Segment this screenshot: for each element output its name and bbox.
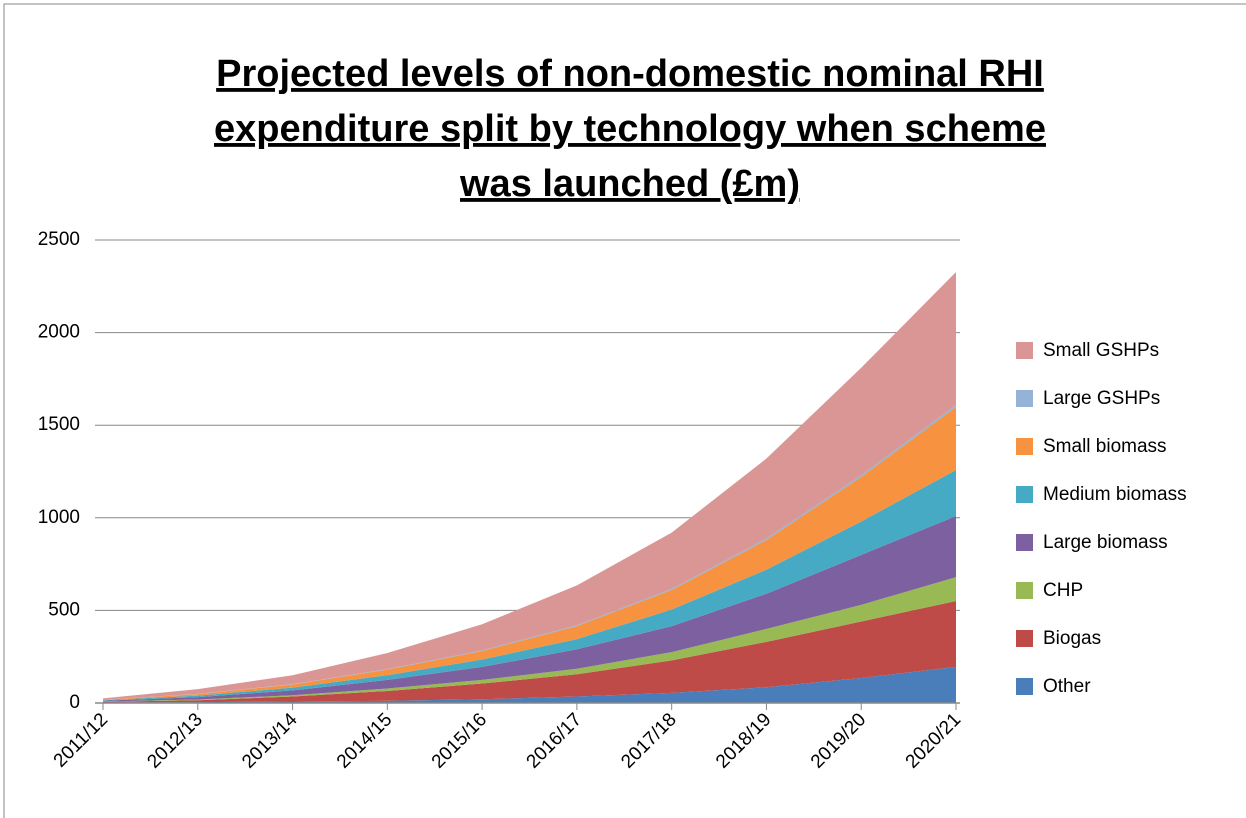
area	[103, 407, 956, 701]
x-tick-label: 2013/14	[238, 709, 302, 773]
y-tick-label: 2000	[38, 322, 80, 343]
area	[103, 577, 956, 702]
x-tick-label: 2015/16	[428, 709, 491, 772]
legend-swatch	[1016, 438, 1033, 455]
y-tick-label: 1000	[38, 507, 80, 528]
legend-label: Large GSHPs	[1043, 388, 1160, 409]
legend-label: CHP	[1043, 580, 1083, 601]
legend-swatch	[1016, 630, 1033, 647]
legend-label: Small biomass	[1043, 436, 1167, 457]
legend-swatch	[1016, 534, 1033, 551]
legend-swatch	[1016, 342, 1033, 359]
legend-swatch	[1016, 582, 1033, 599]
area	[103, 515, 956, 702]
x-tick-label: 2019/20	[807, 709, 870, 772]
legend-swatch	[1016, 390, 1033, 407]
chart-title: was launched (£m)	[459, 163, 800, 205]
area	[103, 272, 956, 700]
x-tick-label: 2011/12	[50, 709, 112, 771]
y-tick-label: 2500	[38, 229, 80, 250]
x-tick-label: 2016/17	[523, 709, 586, 772]
x-tick-label: 2017/18	[617, 709, 680, 772]
legend-label: Medium biomass	[1043, 484, 1187, 505]
x-tick-label: 2018/19	[712, 709, 775, 772]
legend-label: Small GSHPs	[1043, 340, 1159, 361]
y-tick-label: 1500	[38, 414, 80, 435]
legend-swatch	[1016, 486, 1033, 503]
y-tick-label: 0	[69, 692, 80, 713]
x-tick-label: 2020/21	[902, 709, 965, 772]
chart-frame	[3, 3, 1246, 818]
x-tick-label: 2014/15	[333, 709, 396, 772]
chart-title: Projected levels of non-domestic nominal…	[216, 53, 1044, 95]
x-tick-label: 2012/13	[143, 709, 206, 772]
area	[103, 600, 956, 703]
y-tick-label: 500	[48, 599, 80, 620]
area	[103, 470, 956, 701]
legend-label: Biogas	[1043, 628, 1101, 649]
legend-swatch	[1016, 678, 1033, 695]
chart-title: expenditure split by technology when sch…	[214, 108, 1046, 150]
legend-label: Large biomass	[1043, 532, 1168, 553]
legend-label: Other	[1043, 676, 1091, 697]
area	[103, 666, 956, 703]
